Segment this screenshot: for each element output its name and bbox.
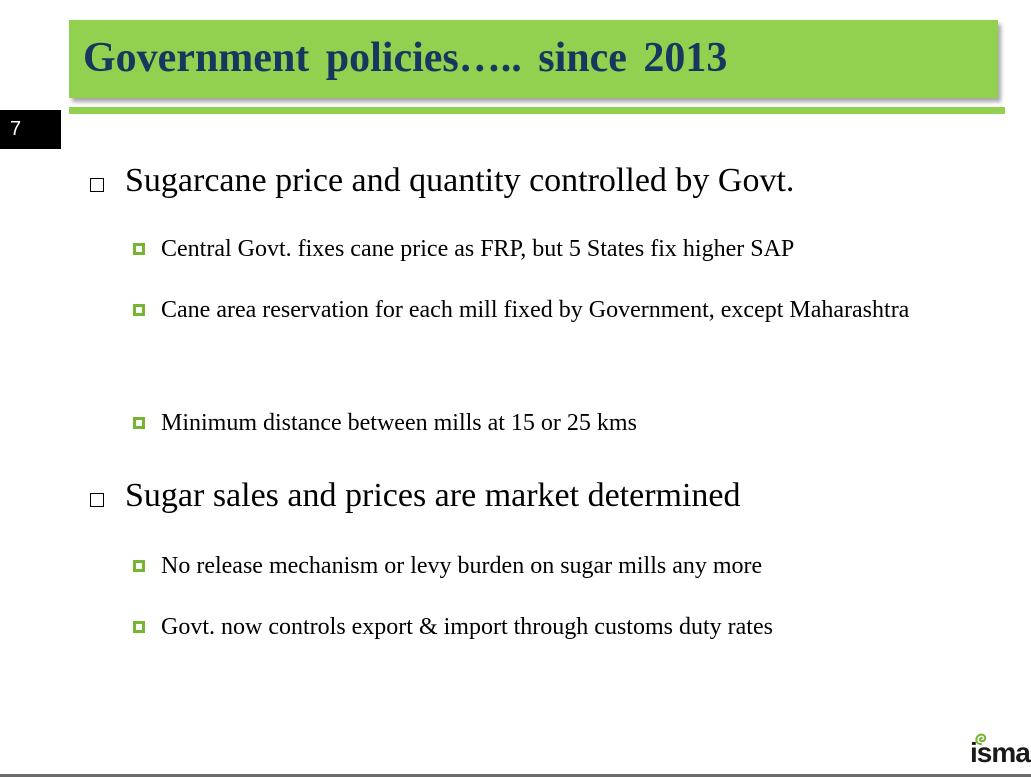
leaf-swirl-icon	[975, 733, 987, 745]
title-banner: Government policies….. since 2013	[69, 20, 998, 98]
slide-title: Government policies….. since 2013	[83, 35, 728, 81]
title-underline	[69, 107, 1005, 114]
square-bullet-icon	[90, 493, 104, 507]
sub-bullet-text: No release mechanism or levy burden on s…	[161, 553, 763, 579]
sub-bullet-text: Govt. now controls export & import throu…	[161, 614, 773, 640]
square-bullet-icon	[133, 621, 145, 633]
footer-divider	[0, 774, 1031, 777]
bullet-text: Sugar sales and prices are market determ…	[125, 477, 741, 514]
bullet-text: Sugarcane price and quantity controlled …	[125, 162, 795, 199]
square-bullet-icon	[133, 560, 145, 572]
sub-bullet-text: Minimum distance between mills at 15 or …	[161, 410, 637, 436]
square-bullet-icon	[90, 178, 104, 192]
logo-text: isma	[970, 737, 1031, 768]
isma-logo: isma	[966, 733, 1031, 775]
sub-bullet-text: Cane area reservation for each mill fixe…	[161, 297, 910, 323]
square-bullet-icon	[133, 304, 145, 316]
slide-number: 7	[0, 110, 61, 149]
square-bullet-icon	[133, 417, 145, 429]
square-bullet-icon	[133, 243, 145, 255]
sub-bullet-text: Central Govt. fixes cane price as FRP, b…	[161, 236, 795, 262]
